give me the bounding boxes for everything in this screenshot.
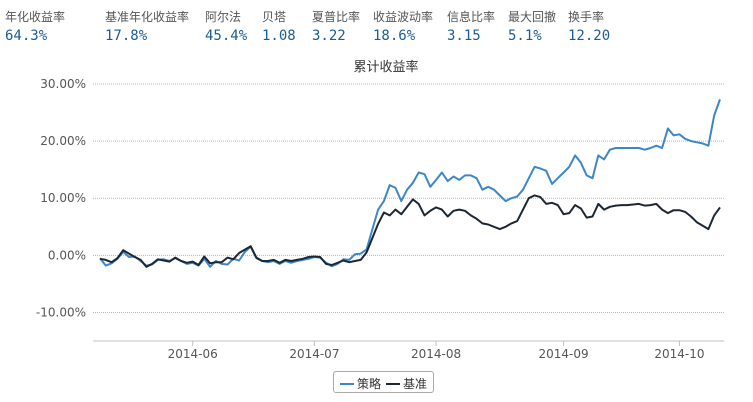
x-tick-label: 2014-07 xyxy=(289,347,339,361)
legend-label-strategy: 策略 xyxy=(357,377,382,391)
y-axis: 30.00% 20.00% 10.00% 0.00% -10.00% xyxy=(36,77,86,319)
x-tick-label: 2014-10 xyxy=(654,347,704,361)
y-tick-label: -10.00% xyxy=(36,305,86,319)
series-line-benchmark xyxy=(99,194,721,268)
legend: 策略 基准 xyxy=(333,371,434,393)
metric-label: 阿尔法 xyxy=(205,10,242,24)
legend-item-benchmark[interactable]: 基准 xyxy=(386,375,427,392)
y-tick-label: 30.00% xyxy=(40,77,86,91)
legend-label-benchmark: 基准 xyxy=(403,377,428,391)
x-axis: 2014-06 2014-07 2014-08 2014-09 2014-10 xyxy=(168,341,705,361)
x-tick-label: 2014-08 xyxy=(411,347,461,361)
y-tick-label: 20.00% xyxy=(40,134,86,148)
metric-value: 1.08 xyxy=(262,28,296,44)
metric-label: 最大回撤 xyxy=(508,10,557,24)
metric-value: 64.3% xyxy=(5,28,48,44)
chart-title: 累计收益率 xyxy=(353,59,418,75)
metric-value: 3.22 xyxy=(312,28,346,44)
metric-value: 3.15 xyxy=(447,28,481,44)
metric-value: 17.8% xyxy=(105,28,148,44)
grid-lines xyxy=(93,83,724,313)
metric-value: 18.6% xyxy=(373,28,416,44)
metric-label: 收益波动率 xyxy=(373,10,434,24)
metric-value: 45.4% xyxy=(205,28,248,44)
legend-swatch-benchmark xyxy=(386,382,400,385)
metric-label: 信息比率 xyxy=(447,10,496,24)
metric-value: 5.1% xyxy=(508,28,542,44)
legend-item-strategy[interactable]: 策略 xyxy=(340,375,381,392)
metrics-bar: 年化收益率 64.3% 基准年化收益率 17.8% 阿尔法 45.4% 贝塔 1… xyxy=(0,0,753,50)
series-lines xyxy=(99,99,721,268)
metric-label: 换手率 xyxy=(568,10,605,24)
metric-label: 基准年化收益率 xyxy=(105,10,190,24)
x-tick-label: 2014-06 xyxy=(168,347,218,361)
y-tick-label: 0.00% xyxy=(48,248,86,262)
metric-label: 夏普比率 xyxy=(312,10,361,24)
metric-label: 贝塔 xyxy=(262,10,287,24)
series-line-strategy xyxy=(99,99,721,268)
x-tick-label: 2014-09 xyxy=(538,347,588,361)
y-tick-label: 10.00% xyxy=(40,191,86,205)
metric-value: 12.20 xyxy=(568,28,611,44)
legend-swatch-strategy xyxy=(340,382,354,385)
metric-label: 年化收益率 xyxy=(5,10,66,24)
